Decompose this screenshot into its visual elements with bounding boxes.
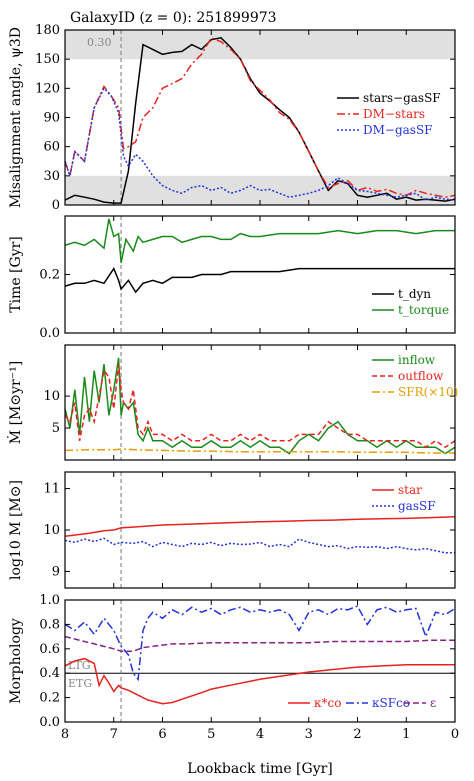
series-line-1 <box>65 218 455 263</box>
series-line-1 <box>65 605 455 682</box>
x-tick-label: 5 <box>207 727 215 742</box>
y-tick-label: 10 <box>43 523 60 538</box>
axes-frame <box>64 471 456 589</box>
y-axis-label: Misalignment angle, ψ3D <box>8 27 24 208</box>
etg-label: ETG <box>68 677 92 690</box>
legend-label-1: DM−stars <box>363 107 425 121</box>
series-line-0 <box>65 657 455 705</box>
y-tick-label: 5 <box>52 421 60 436</box>
y-tick-label: 0.0 <box>39 715 60 730</box>
series-line-2 <box>65 635 455 652</box>
x-tick-label: 8 <box>61 727 69 742</box>
y-tick-label: 0.2 <box>39 268 60 283</box>
y-tick-label: 0.8 <box>39 617 60 632</box>
ltg-label: LTG <box>68 659 91 672</box>
y-tick-label: 11 <box>43 482 60 497</box>
legend-label-2: SFR(×10) <box>398 385 458 399</box>
y-tick-label: 90 <box>43 111 60 126</box>
y-tick-label: 60 <box>43 140 60 155</box>
legend-label-0: inflow <box>398 353 436 367</box>
band-annotation: 0.30 <box>87 36 112 49</box>
x-axis-label: Lookback time [Gyr] <box>187 761 333 777</box>
legend-label-2: DM−gasSF <box>363 123 433 137</box>
x-tick-label: 6 <box>158 727 166 742</box>
legend-label-0: κ*co <box>314 696 341 710</box>
series-line-1 <box>65 537 455 554</box>
y-tick-label: 0.4 <box>39 666 60 681</box>
y-tick-label: 0 <box>52 198 60 213</box>
y-tick-label: 150 <box>35 52 60 67</box>
y-tick-label: 9 <box>52 564 60 579</box>
y-axis-label: log10 M [M⊙] <box>8 480 24 580</box>
panel-misalignment: 0.30 0 30 60 90 120 150 180 Misalignment angle, … <box>8 23 456 213</box>
axes-frame <box>64 215 456 334</box>
y-axis-label: Time [Gyr] <box>8 236 24 313</box>
series-line-1 <box>65 364 455 449</box>
y-tick-label: 0.6 <box>39 642 60 657</box>
y-tick-label: 10 <box>43 389 60 404</box>
series-line-0 <box>65 515 455 537</box>
legend-label-1: gasSF <box>398 499 436 513</box>
panel-flows: 5 10 Ṁ [M⊙yr⁻¹] inflow outflow SFR(×10) <box>6 344 458 461</box>
y-tick-label: 180 <box>35 23 60 38</box>
y-tick-label: 120 <box>35 81 60 96</box>
panel-morphology: LTG ETG 8 7 6 5 4 3 2 1 0 0.0 0.2 0.4 0.6 0.8 1.0 Morphol… <box>8 593 459 742</box>
figure-title: GalaxyID (z = 0): 251899973 <box>70 10 277 26</box>
legend-label-2: ε <box>430 696 436 710</box>
legend-label-0: t_dyn <box>398 287 431 301</box>
legend-label-1: t_torque <box>398 303 449 317</box>
series-line-0 <box>65 36 455 204</box>
y-tick-label: 30 <box>43 169 60 184</box>
x-tick-label: 7 <box>110 727 118 742</box>
series-line-0 <box>65 357 455 455</box>
series-line-2 <box>65 448 455 454</box>
y-tick-label: 0.2 <box>39 691 60 706</box>
x-tick-label: 1 <box>402 727 410 742</box>
y-tick-label: 0.0 <box>39 326 60 341</box>
legend-label-0: stars−gasSF <box>363 91 441 105</box>
panel-mass: 9 10 11 log10 M [M⊙] star gasSF <box>8 471 456 589</box>
y-axis-label: Morphology <box>8 618 24 704</box>
y-tick-label: 1.0 <box>39 593 60 608</box>
legend-label-0: star <box>398 483 422 497</box>
x-tick-label: 4 <box>256 727 264 742</box>
series-line-0 <box>65 267 455 294</box>
y-axis-label: Ṁ [M⊙yr⁻¹] <box>6 361 24 444</box>
legend-label-1: κSFco <box>372 696 410 710</box>
x-tick-label: 2 <box>353 727 361 742</box>
x-tick-label: 3 <box>305 727 313 742</box>
panel-timescales: 0.0 0.2 Time [Gyr] t_dyn t_torque <box>8 215 456 341</box>
legend-label-1: outflow <box>398 369 444 383</box>
x-tick-label: 0 <box>451 727 459 742</box>
